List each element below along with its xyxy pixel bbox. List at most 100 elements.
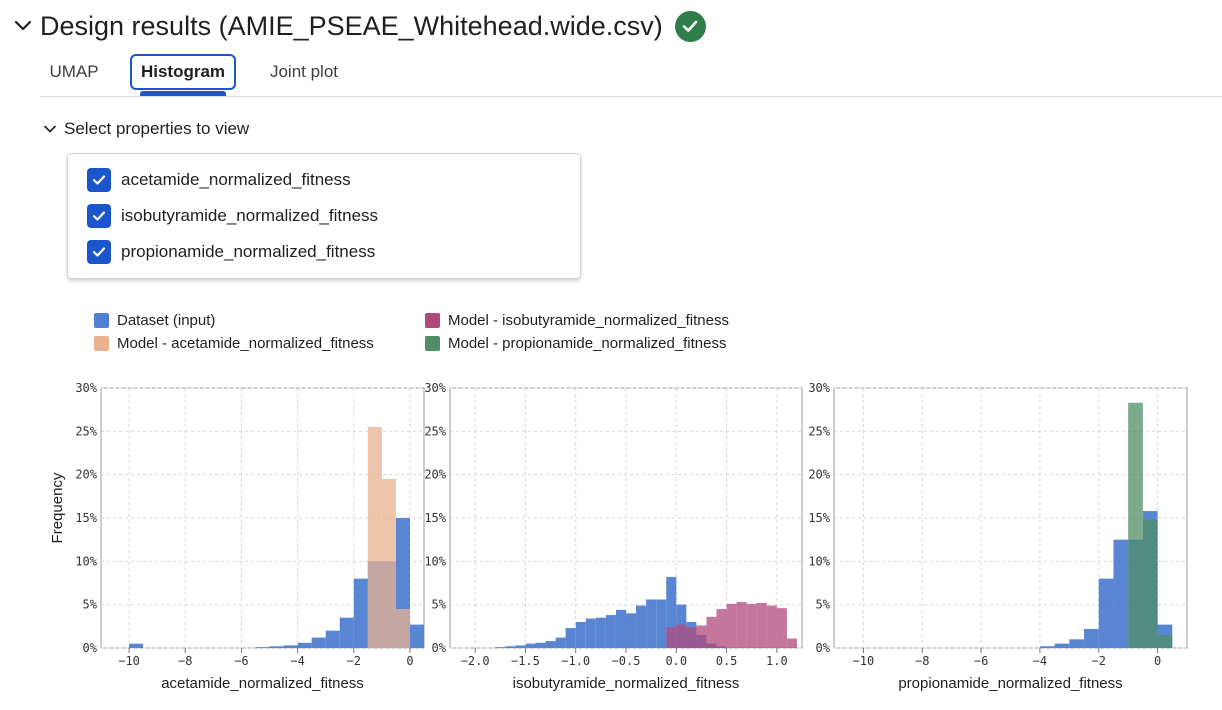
legend-swatch — [94, 335, 109, 351]
histogram-bar — [1157, 635, 1173, 648]
histogram-bar — [515, 645, 526, 648]
collapse-chevron-icon[interactable] — [8, 11, 38, 41]
x-tick-label: −10 — [118, 654, 140, 668]
x-tick-label: 0.0 — [665, 654, 687, 668]
results-header: Design results (AMIE_PSEAE_Whitehead.wid… — [8, 6, 706, 46]
histogram-bar — [605, 615, 616, 648]
x-axis-label: acetamide_normalized_fitness — [161, 675, 364, 692]
x-tick-label: −2 — [1092, 654, 1106, 668]
x-tick-label: −2 — [347, 654, 361, 668]
x-tick-label: −6 — [234, 654, 248, 668]
tab-histogram[interactable]: Histogram — [130, 54, 236, 90]
histogram-bar — [656, 599, 667, 648]
histogram-bar — [129, 643, 144, 648]
histogram-bar — [776, 608, 787, 648]
x-tick-label: −8 — [178, 654, 192, 668]
histogram-bar — [545, 641, 556, 648]
histogram-bar — [353, 578, 368, 648]
histogram-bar — [1069, 639, 1085, 648]
y-tick-label: 30% — [808, 381, 830, 395]
legend-item-isobutyramide-model: Model - isobutyramide_normalized_fitness — [425, 310, 729, 330]
x-tick-label: 1.0 — [766, 654, 788, 668]
histogram-bar — [1084, 628, 1099, 648]
legend-swatch — [425, 335, 440, 351]
y-tick-label: 30% — [75, 381, 97, 395]
y-tick-label: 20% — [75, 468, 97, 482]
property-option-propionamide[interactable]: propionamide_normalized_fitness — [87, 239, 375, 265]
checkbox-checked-icon[interactable] — [87, 204, 111, 228]
histogram-bar — [706, 616, 717, 648]
histogram-bar — [736, 602, 747, 648]
histogram-bar — [716, 609, 727, 648]
histogram-bar — [575, 622, 586, 648]
histogram-bar — [786, 638, 797, 648]
histogram-bar — [766, 605, 777, 648]
y-tick-label: 0% — [816, 641, 831, 655]
legend-label: Model - propionamide_normalized_fitness — [448, 334, 727, 352]
histogram-bar — [381, 479, 396, 648]
histogram-bar — [636, 605, 647, 648]
x-tick-label: −4 — [1033, 654, 1047, 668]
y-tick-label: 0% — [432, 641, 447, 655]
x-tick-label: 0.5 — [716, 654, 738, 668]
x-tick-label: −1.5 — [511, 654, 540, 668]
histogram-bar — [686, 627, 697, 648]
histogram-bar — [666, 576, 677, 648]
y-tick-label: 25% — [75, 424, 97, 438]
histogram-bar — [283, 645, 298, 648]
active-tab-indicator — [140, 91, 226, 96]
y-axis-label: Frequency — [49, 472, 66, 543]
property-label: isobutyramide_normalized_fitness — [121, 206, 379, 225]
legend-swatch — [425, 312, 440, 328]
tab-umap[interactable]: UMAP — [49, 62, 99, 81]
properties-toggle[interactable]: Select properties to view — [42, 116, 249, 142]
y-tick-label: 10% — [808, 554, 830, 568]
y-tick-label: 10% — [424, 554, 446, 568]
histogram-bar — [1142, 519, 1158, 648]
histogram-bar — [676, 624, 687, 648]
page-title: Design results (AMIE_PSEAE_Whitehead.wid… — [40, 10, 663, 41]
histogram-bar — [339, 617, 354, 648]
x-tick-label: −6 — [974, 654, 988, 668]
y-tick-label: 20% — [808, 468, 830, 482]
success-check-icon — [674, 10, 706, 42]
histogram-bar — [1128, 402, 1143, 648]
y-tick-label: 10% — [75, 554, 97, 568]
x-axis-label: isobutyramide_normalized_fitness — [513, 675, 740, 692]
property-label: acetamide_normalized_fitness — [121, 170, 351, 189]
histogram-bar — [756, 602, 767, 648]
checkbox-checked-icon[interactable] — [87, 240, 111, 264]
x-tick-label: −4 — [290, 654, 304, 668]
property-option-isobutyramide[interactable]: isobutyramide_normalized_fitness — [87, 203, 378, 229]
histogram-bar — [495, 647, 506, 648]
histogram-bar — [565, 628, 576, 648]
histogram-bar — [535, 642, 546, 648]
x-tick-label: 0 — [1154, 654, 1161, 668]
histogram-bar — [666, 627, 677, 648]
x-tick-label: −1.0 — [561, 654, 590, 668]
tab-joint-plot[interactable]: Joint plot — [269, 62, 339, 81]
x-tick-label: −8 — [915, 654, 929, 668]
x-tick-label: −10 — [853, 654, 875, 668]
histogram-bar — [409, 624, 424, 648]
y-tick-label: 15% — [75, 511, 97, 525]
y-tick-label: 20% — [424, 468, 446, 482]
y-tick-label: 25% — [424, 424, 446, 438]
histogram-bar — [746, 603, 757, 648]
checkbox-checked-icon[interactable] — [87, 168, 111, 192]
histogram-bar — [525, 643, 536, 648]
chevron-down-icon — [44, 125, 56, 133]
histogram-bar — [395, 609, 410, 648]
property-option-acetamide[interactable]: acetamide_normalized_fitness — [87, 167, 351, 193]
histogram-bar — [646, 599, 657, 648]
x-tick-label: −0.5 — [612, 654, 641, 668]
y-tick-label: 15% — [424, 511, 446, 525]
histogram-bar — [311, 637, 326, 648]
histogram-bar — [595, 617, 606, 648]
legend-item-dataset: Dataset (input) — [94, 310, 215, 330]
histogram-bar — [1054, 643, 1070, 648]
y-tick-label: 30% — [424, 381, 446, 395]
histogram-bar — [255, 647, 270, 648]
x-tick-label: −2.0 — [461, 654, 490, 668]
histogram-bar — [1113, 539, 1129, 648]
